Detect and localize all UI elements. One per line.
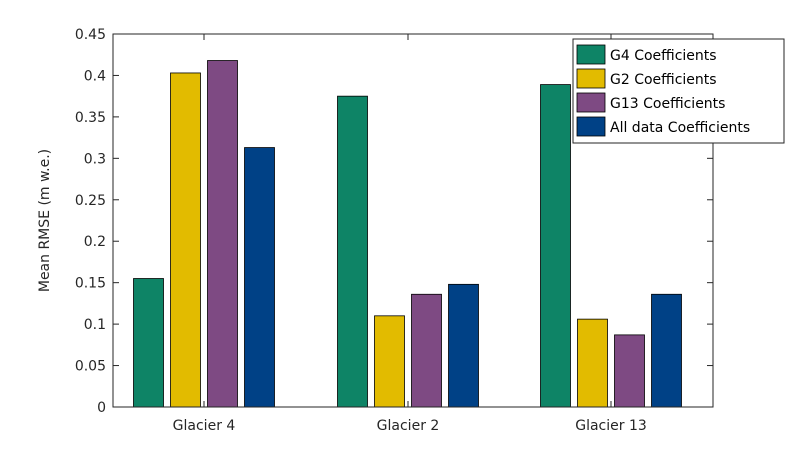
legend-swatch xyxy=(576,68,606,89)
bar-4-2 xyxy=(448,283,479,408)
legend-swatch xyxy=(576,44,606,65)
y-axis-label: Mean RMSE (m w.e.) xyxy=(37,149,53,292)
legend-label: G4 Coefficients xyxy=(610,48,717,64)
bar-2-3 xyxy=(577,318,608,408)
bar-2-1 xyxy=(170,72,201,408)
y-tick-label: 0.2 xyxy=(84,234,106,250)
y-tick-label: 0.15 xyxy=(75,276,106,292)
y-tick-label: 0.05 xyxy=(75,359,106,375)
bar-1-2 xyxy=(337,95,368,408)
bar-3-3 xyxy=(614,334,645,408)
y-tick-label: 0.45 xyxy=(75,27,106,43)
legend-swatch xyxy=(576,92,606,113)
bar-3-2 xyxy=(411,293,442,408)
plot-area-frame xyxy=(112,33,714,408)
y-tick-label: 0.4 xyxy=(84,68,106,84)
bar-4-3 xyxy=(651,293,682,408)
y-tick-label: 0.3 xyxy=(84,151,106,167)
x-axis: Glacier 4 Glacier 2 Glacier 13 xyxy=(173,34,647,434)
y-tick-label: 0.25 xyxy=(75,193,106,209)
y-tick-label: 0 xyxy=(97,400,106,416)
legend-label: G2 Coefficients xyxy=(610,72,717,88)
bar-4-1 xyxy=(244,147,275,408)
legend-label: All data Coefficients xyxy=(610,120,750,136)
x-tick-label: Glacier 2 xyxy=(377,418,440,434)
bar-2-2 xyxy=(374,315,405,408)
bar-3-1 xyxy=(207,60,238,408)
x-tick-label: Glacier 4 xyxy=(173,418,236,434)
legend-box xyxy=(572,38,785,144)
bar-1-1 xyxy=(133,278,164,408)
bar-1-3 xyxy=(540,84,571,408)
y-tick-label: 0.1 xyxy=(84,317,106,333)
x-tick-label: Glacier 13 xyxy=(575,418,647,434)
y-axis: 0 0.05 0.1 0.15 0.2 0.25 0.3 0.35 0.4 0.45 xyxy=(75,27,713,416)
y-tick-label: 0.35 xyxy=(75,110,106,126)
bars-group xyxy=(133,60,682,408)
legend-swatch xyxy=(576,116,606,137)
legend-label: G13 Coefficients xyxy=(610,96,725,112)
legend: G4 Coefficients G2 Coefficients G13 Coeffi… xyxy=(572,38,785,144)
